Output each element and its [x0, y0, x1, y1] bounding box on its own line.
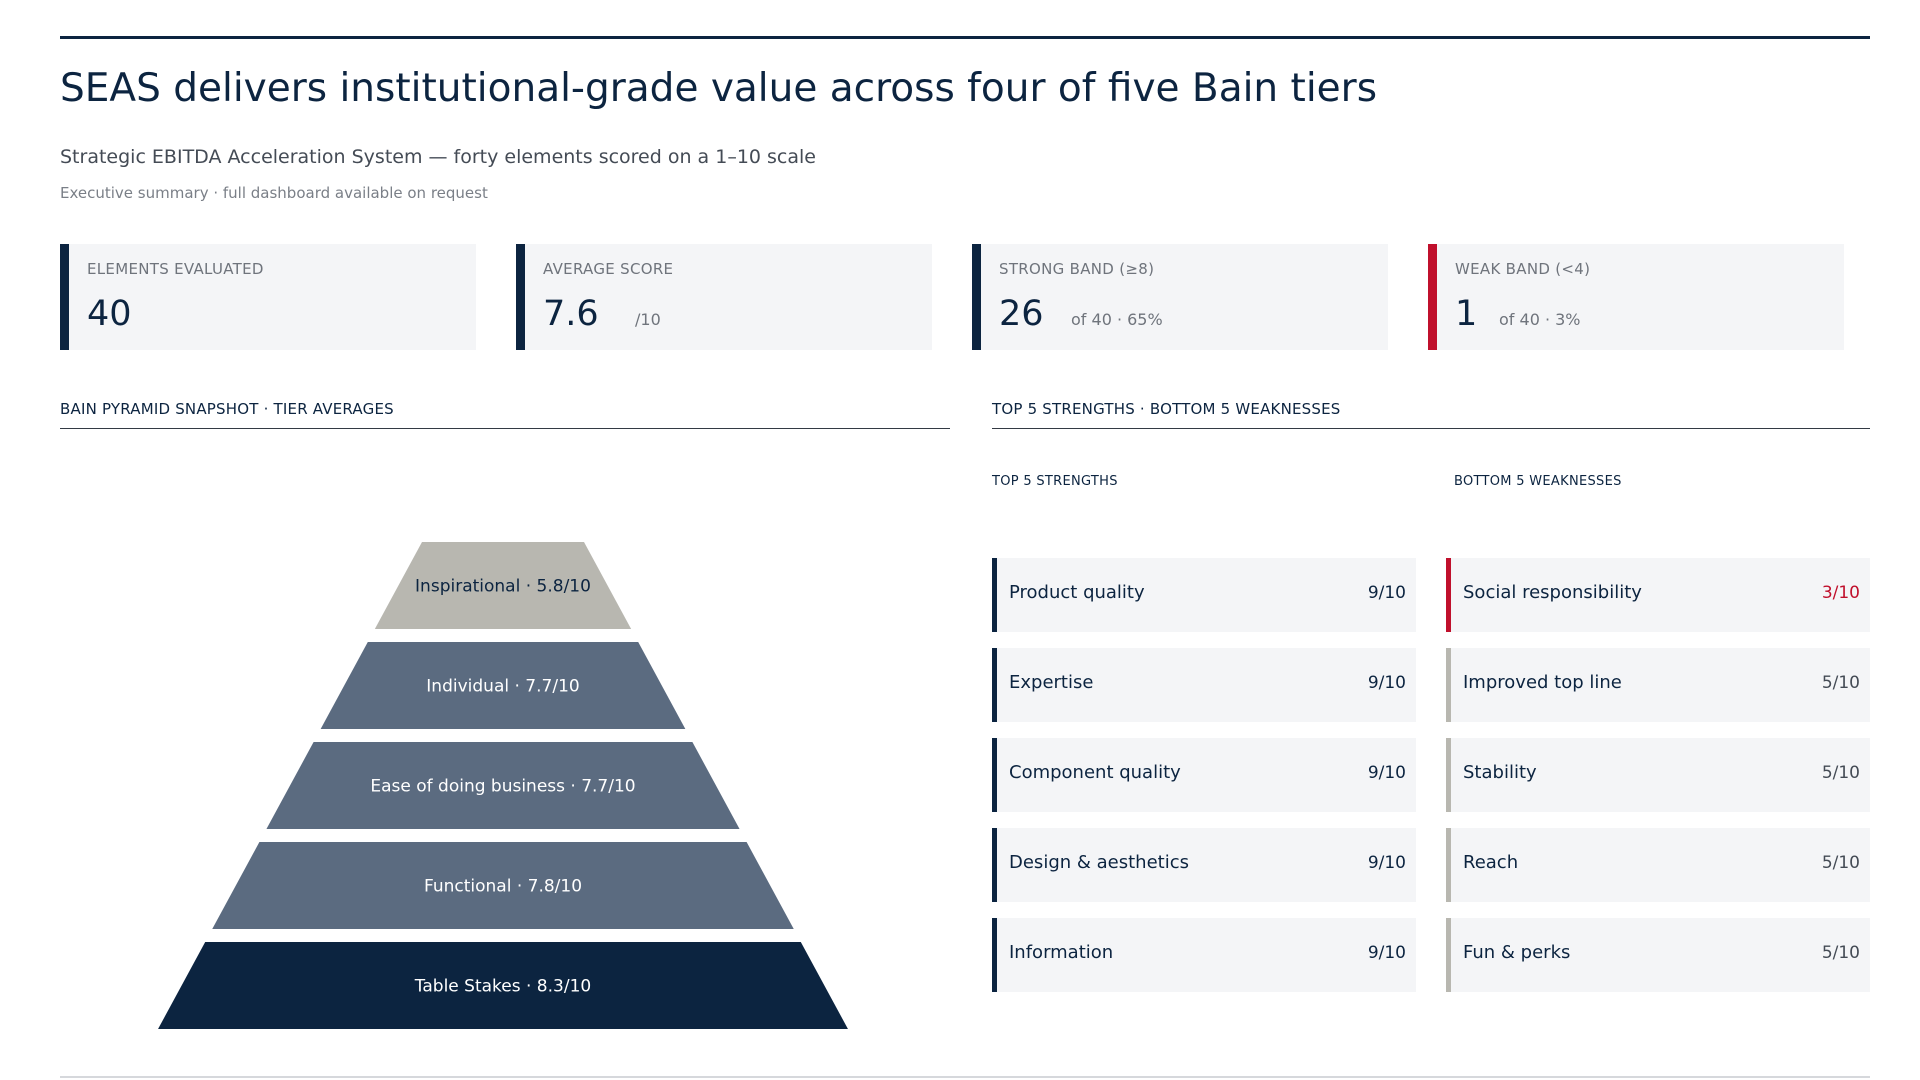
strength-item: Design & aesthetics 9/10	[992, 828, 1416, 902]
pyramid-tier-functional	[212, 842, 794, 929]
weakness-label: Improved top line	[1463, 672, 1622, 693]
pyramid-tier-table-stakes	[158, 942, 848, 1029]
strength-label: Expertise	[1009, 672, 1094, 693]
strengths-title: TOP 5 STRENGTHS	[992, 474, 1118, 489]
bain-pyramid-chart: Inspirational · 5.8/10 Individual · 7.7/1…	[158, 542, 848, 1029]
strength-score: 9/10	[1367, 853, 1406, 873]
weakness-label: Stability	[1463, 762, 1537, 783]
strength-label: Information	[1009, 942, 1114, 963]
strength-score: 9/10	[1367, 943, 1406, 963]
bottom-rule	[60, 1076, 1870, 1078]
strength-item: Component quality 9/10	[992, 738, 1416, 812]
pyramid-tier-inspirational	[374, 542, 632, 629]
kpi-suffix: /10	[635, 310, 661, 329]
strength-score: 9/10	[1367, 763, 1406, 783]
strength-item: Expertise 9/10	[992, 648, 1416, 722]
kpi-value: 40	[87, 294, 132, 334]
page-subtitle: Strategic EBITDA Acceleration System — f…	[60, 146, 816, 168]
kpi-card-strong-band: STRONG BAND (≥8) 26 of 40 · 65%	[972, 244, 1388, 350]
kpi-suffix: of 40 · 65%	[1071, 310, 1163, 329]
top-rule	[60, 36, 1870, 39]
pyramid-section-rule	[60, 428, 950, 429]
weakness-score: 3/10	[1821, 583, 1860, 603]
pyramid-tier-label: Ease of doing business · 7.7/10	[370, 777, 635, 797]
pyramid-tier-label: Inspirational · 5.8/10	[415, 577, 591, 597]
strength-item: Product quality 9/10	[992, 558, 1416, 632]
weakness-item: Stability 5/10	[1446, 738, 1870, 812]
weakness-label: Fun & perks	[1463, 942, 1571, 963]
kpi-value: 1	[1455, 294, 1478, 334]
strength-score: 9/10	[1367, 583, 1406, 603]
weakness-label: Social responsibility	[1463, 582, 1642, 603]
pyramid-tier-label: Table Stakes · 8.3/10	[414, 977, 591, 997]
lists-section-title: TOP 5 STRENGTHS · BOTTOM 5 WEAKNESSES	[992, 400, 1341, 418]
strength-label: Design & aesthetics	[1009, 852, 1189, 873]
pyramid-tier-ease-of-doing-business	[266, 742, 740, 829]
weaknesses-title: BOTTOM 5 WEAKNESSES	[1454, 474, 1622, 489]
weakness-score: 5/10	[1821, 673, 1860, 693]
dashboard-page: SEAS delivers institutional-grade value …	[60, 36, 1870, 1078]
kpi-card-weak-band: WEAK BAND (<4) 1 of 40 · 3%	[1428, 244, 1844, 350]
weakness-label: Reach	[1463, 852, 1519, 873]
strength-score: 9/10	[1367, 673, 1406, 693]
weakness-score: 5/10	[1821, 763, 1860, 783]
weakness-score: 5/10	[1821, 943, 1860, 963]
weakness-item: Improved top line 5/10	[1446, 648, 1870, 722]
page-note: Executive summary · full dashboard avail…	[60, 184, 488, 202]
pyramid-tier-individual	[320, 642, 686, 729]
weakness-item: Fun & perks 5/10	[1446, 918, 1870, 992]
strength-item: Information 9/10	[992, 918, 1416, 992]
lists-section-rule	[992, 428, 1870, 429]
pyramid-tier-label: Individual · 7.7/10	[426, 677, 579, 697]
weakness-score: 5/10	[1821, 853, 1860, 873]
kpi-label: STRONG BAND (≥8)	[999, 260, 1155, 278]
page-title: SEAS delivers institutional-grade value …	[60, 66, 1378, 111]
kpi-value: 7.6	[543, 294, 599, 334]
kpi-suffix: of 40 · 3%	[1499, 310, 1581, 329]
kpi-label: AVERAGE SCORE	[543, 260, 674, 278]
pyramid-tier-label: Functional · 7.8/10	[424, 877, 582, 897]
kpi-label: WEAK BAND (<4)	[1455, 260, 1591, 278]
weakness-item: Reach 5/10	[1446, 828, 1870, 902]
strength-label: Product quality	[1009, 582, 1145, 603]
pyramid-section-title: BAIN PYRAMID SNAPSHOT · TIER AVERAGES	[60, 400, 394, 418]
kpi-label: ELEMENTS EVALUATED	[87, 260, 264, 278]
weakness-item: Social responsibility 3/10	[1446, 558, 1870, 632]
strength-label: Component quality	[1009, 762, 1181, 783]
kpi-card-average-score: AVERAGE SCORE 7.6 /10	[516, 244, 932, 350]
kpi-row: ELEMENTS EVALUATED 40 AVERAGE SCORE 7.6 …	[60, 244, 1844, 350]
kpi-card-elements-evaluated: ELEMENTS EVALUATED 40	[60, 244, 476, 350]
kpi-value: 26	[999, 294, 1044, 334]
